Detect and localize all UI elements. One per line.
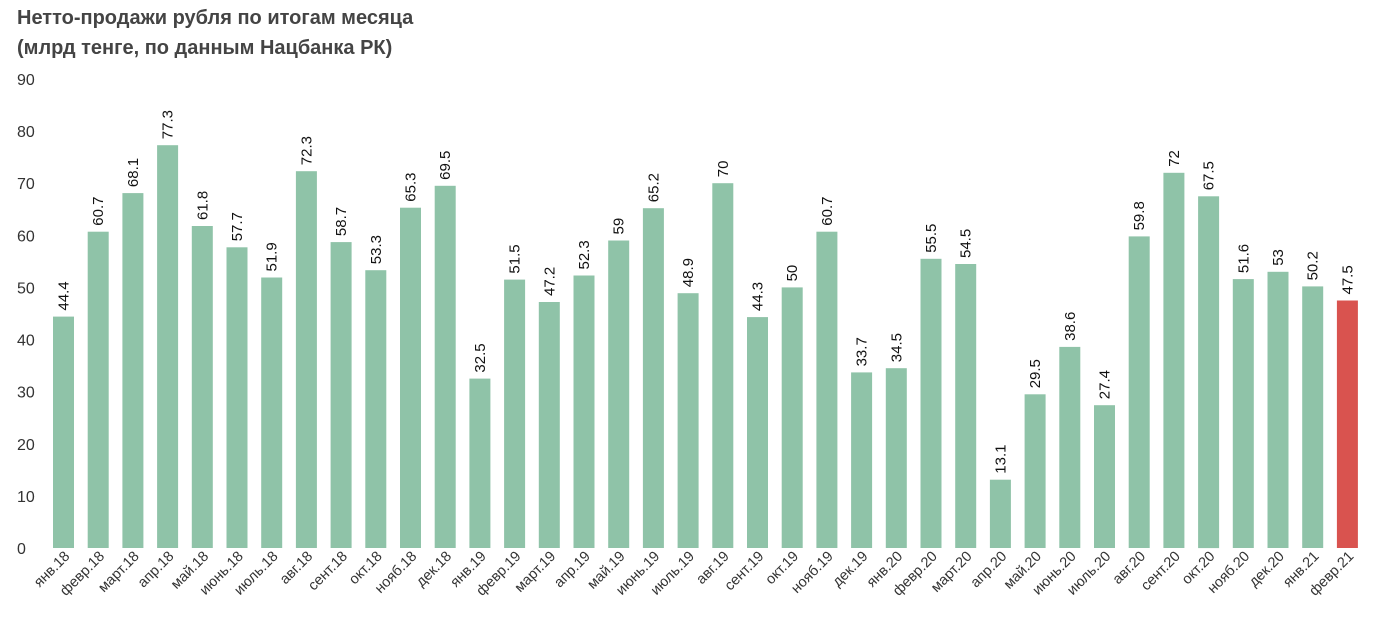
bars: [53, 145, 1358, 549]
bar: [226, 247, 248, 549]
bar: [1232, 279, 1254, 548]
bar: [642, 208, 664, 548]
bar: [608, 240, 630, 548]
bar: [747, 317, 768, 548]
bar: [434, 185, 456, 549]
data-label: 72: [1166, 150, 1183, 167]
data-labels: 44.4 60.7 68.1 77.3 61.8 57.7 51.9 72.3 58.7 53.3…: [56, 110, 1357, 474]
y-tick-label: 10: [17, 489, 35, 506]
bar: [157, 145, 179, 548]
bar: [365, 270, 387, 548]
bar: [87, 231, 109, 548]
bar: [400, 207, 421, 548]
bar: [1198, 196, 1220, 549]
data-label: 51.6: [1235, 244, 1252, 273]
bar: [1059, 346, 1081, 548]
data-label: 51.9: [264, 242, 281, 271]
data-label: 60.7: [819, 196, 836, 225]
data-label: 33.7: [854, 337, 871, 366]
bar: [330, 242, 352, 548]
bar: [1267, 271, 1289, 548]
data-label: 55.5: [923, 224, 940, 253]
x-tick-label: сент.20: [1138, 549, 1184, 595]
data-label: 51.5: [507, 244, 524, 273]
bar: [677, 293, 699, 548]
bar: [261, 277, 283, 548]
bar: [53, 316, 74, 548]
x-tick-label: дек.19: [830, 549, 872, 591]
bar: [538, 302, 560, 548]
data-label: 54.5: [958, 229, 975, 258]
data-label: 38.6: [1062, 312, 1079, 341]
data-label: 59: [611, 218, 628, 235]
y-tick-label: 60: [17, 228, 35, 245]
data-label: 77.3: [160, 110, 177, 139]
data-label: 67.5: [1201, 161, 1218, 190]
data-label: 47.5: [1339, 265, 1356, 294]
bar: [1336, 300, 1358, 548]
data-label: 72.3: [298, 136, 315, 165]
bar: [573, 275, 595, 548]
bar: [122, 193, 144, 548]
bar: [955, 264, 977, 548]
data-label: 13.1: [992, 444, 1009, 473]
bar: [191, 226, 213, 548]
data-label: 60.7: [90, 196, 107, 225]
bar: [504, 279, 526, 548]
bar: [885, 368, 907, 548]
y-tick-label: 0: [17, 541, 26, 558]
data-label: 57.7: [229, 212, 246, 241]
bar: [851, 372, 873, 548]
data-label: 58.7: [333, 207, 350, 236]
bar: [989, 479, 1011, 548]
bar: [1024, 394, 1046, 548]
data-label: 50.2: [1305, 251, 1322, 280]
x-axis: янв.18февр.18март.18апр.18май.18июнь.18и…: [31, 549, 1357, 600]
y-tick-label: 20: [17, 437, 35, 454]
data-label: 52.3: [576, 240, 593, 269]
data-label: 27.4: [1097, 370, 1114, 399]
data-label: 53.3: [368, 235, 385, 264]
data-label: 34.5: [888, 333, 905, 362]
bar: [1094, 405, 1115, 548]
bar: [1302, 286, 1324, 548]
data-label: 47.2: [541, 267, 558, 296]
chart-title: Нетто-продажи рубля по итогам месяца: [17, 7, 414, 29]
y-tick-label: 70: [17, 176, 35, 193]
data-label: 29.5: [1027, 359, 1044, 388]
data-label: 70: [715, 161, 732, 178]
chart-subtitle: (млрд тенге, по данным Нацбанка РК): [17, 37, 393, 59]
data-label: 65.2: [645, 173, 662, 202]
y-axis: 0 10 20 30 40 50 60 70 80 90: [17, 72, 35, 558]
y-tick-label: 40: [17, 333, 35, 350]
y-tick-label: 30: [17, 385, 35, 402]
y-tick-label: 50: [17, 280, 35, 297]
bar: [712, 183, 734, 548]
data-label: 59.8: [1131, 201, 1148, 230]
data-label: 32.5: [472, 343, 489, 372]
bar: [920, 258, 942, 548]
data-label: 48.9: [680, 258, 697, 287]
data-label: 65.3: [403, 172, 420, 201]
bar: [781, 287, 803, 548]
bar: [1163, 172, 1185, 549]
x-tick-label: дек.18: [413, 549, 455, 591]
data-label: 50: [784, 265, 801, 282]
bar: [469, 378, 491, 548]
y-tick-label: 90: [17, 72, 35, 89]
y-tick-label: 80: [17, 124, 35, 141]
x-tick-label: сент.18: [305, 549, 351, 595]
bar: [295, 171, 317, 548]
data-label: 61.8: [194, 191, 211, 220]
data-label: 44.4: [56, 281, 73, 310]
x-tick-label: дек.20: [1246, 549, 1288, 591]
data-label: 44.3: [750, 282, 767, 311]
data-label: 53: [1270, 249, 1287, 266]
data-label: 69.5: [437, 151, 454, 180]
bar: [816, 231, 838, 548]
data-label: 68.1: [125, 158, 142, 187]
bar: [1128, 236, 1150, 548]
x-tick-label: сент.19: [722, 549, 768, 595]
